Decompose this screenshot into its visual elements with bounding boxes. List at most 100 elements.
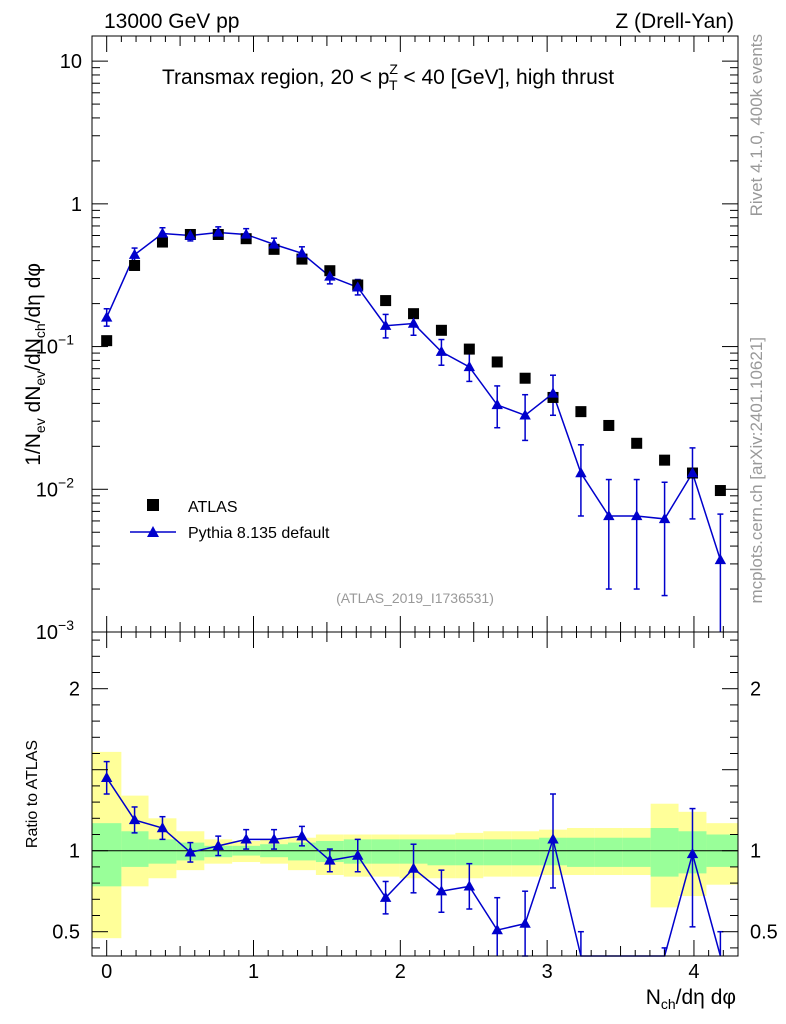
ratio-ytick-label-right: 1 [750, 841, 761, 863]
mc-point [714, 553, 727, 565]
ratio-mc-point [435, 885, 448, 896]
ratio-mc-point [240, 833, 252, 844]
mc-point [212, 226, 224, 237]
ratio-mc-point [128, 813, 141, 825]
ratio-bands [92, 751, 738, 939]
ratio-mc-point [100, 771, 113, 782]
header-collision: 13000 GeV pp [104, 10, 239, 33]
ratio-band-inner [427, 839, 456, 866]
ratio-band-inner [455, 839, 484, 866]
ratio-xtick-label: 0 [101, 961, 112, 983]
ratio-ytick-label-right: 0.5 [750, 922, 778, 944]
mc-point [352, 281, 364, 292]
ratio-band-inner [622, 837, 651, 867]
mc-point [407, 317, 420, 328]
ratio-mc-point [379, 891, 392, 902]
ratio-mc-point [296, 830, 308, 841]
ratio-ticks [91, 632, 739, 956]
ratio-band-inner [121, 831, 149, 867]
ratio-band-inner [148, 839, 177, 864]
atlas-point [435, 324, 447, 336]
ratio-band-inner [288, 842, 316, 861]
mc-point [491, 398, 503, 410]
ratio-band-inner [566, 837, 595, 867]
analysis-id: (ATLAS_2019_I1736531) [336, 590, 494, 606]
main-ticks [91, 36, 739, 633]
ratio-ytick-label-left: 1 [69, 841, 80, 863]
mc-point [100, 311, 113, 322]
ratio-mc-point [184, 846, 197, 857]
legend: ATLAS Pythia 8.135 default [130, 499, 330, 542]
atlas-point [296, 253, 308, 265]
atlas-point [408, 308, 420, 320]
main-ytick-label: 1 [71, 194, 82, 216]
ratio-ytick-label-right: 2 [750, 679, 761, 701]
mc-point [379, 319, 392, 330]
atlas-point [156, 236, 168, 248]
mc-point [630, 509, 643, 521]
ratio-mc-point [547, 833, 559, 844]
atlas-point [268, 243, 280, 255]
plot-title: Transmax region, 20 < pZ T < 40 [GeV], hi… [162, 61, 614, 93]
main-ytick-label: 10−1 [36, 332, 74, 359]
atlas-point [575, 406, 587, 418]
ratio-band-inner [511, 839, 540, 866]
legend-atlas-marker [147, 499, 159, 511]
mc-point [184, 229, 197, 240]
rivet-version-label: Rivet 4.1.0, 400k events [747, 34, 766, 216]
ratio-mc-point [463, 880, 476, 891]
main-ytick-label: 10−3 [36, 617, 74, 644]
ratio-plot: 0.5 0.5 1 1 2 2 0 1 2 3 4 [52, 631, 778, 983]
main-ytick-label: 10 [60, 51, 82, 73]
header-process: Z (Drell-Yan) [615, 10, 734, 33]
ratio-mc-point [519, 917, 531, 928]
ratio-frame [91, 631, 739, 957]
ratio-band-inner [594, 837, 623, 867]
ratio-mc-point [686, 847, 699, 859]
ratio-xtick-labels: 0 1 2 3 4 [101, 961, 699, 983]
atlas-point [463, 343, 475, 355]
ratio-band-inner [92, 823, 122, 887]
ratio-band-inner [650, 828, 679, 877]
ratio-mc-point [407, 862, 420, 873]
ratio-mc-point [268, 833, 280, 844]
ratio-band-inner [483, 839, 512, 866]
legend-mc-label: Pythia 8.135 default [188, 525, 330, 542]
ratio-xtick-label: 2 [395, 961, 406, 983]
atlas-point [380, 295, 392, 307]
main-ytick-labels: 10−3 10−2 10−1 1 10 [36, 51, 82, 644]
mc-point [519, 409, 531, 420]
atlas-point [519, 372, 531, 384]
main-ylabel: 1/Nev dNev/dNch/dη dφ [22, 263, 48, 466]
ratio-mc-point [491, 924, 503, 935]
atlas-point [631, 437, 643, 449]
ratio-ytick-label-left: 0.5 [52, 922, 80, 944]
mc-point [575, 467, 587, 478]
ratio-xtick-label: 1 [248, 961, 259, 983]
atlas-point [603, 419, 615, 431]
atlas-point [714, 485, 726, 497]
ratio-band-inner [371, 839, 400, 864]
ratio-mc-point [212, 839, 224, 851]
ratio-xtick-label: 4 [688, 961, 699, 983]
mc-point [603, 509, 615, 521]
main-frame [91, 35, 739, 633]
mc-point [658, 512, 671, 524]
mc-point [463, 360, 476, 372]
legend-atlas-label: ATLAS [188, 499, 238, 516]
main-plot: 10−3 10−2 10−1 1 10 [36, 35, 739, 644]
ratio-mc-point [352, 849, 364, 860]
x-axis-label: Nch/dη dφ [646, 986, 736, 1012]
mc-point [324, 270, 336, 281]
mc-point [435, 345, 448, 356]
ratio-mc-point [156, 822, 169, 833]
atlas-point [659, 454, 671, 466]
mc-point [156, 227, 169, 238]
atlas-point [491, 356, 503, 368]
mc-point [686, 467, 699, 478]
ratio-ylabel: Ratio to ATLAS [24, 740, 41, 848]
mc-point [128, 248, 141, 259]
main-ytick-label: 10−2 [36, 474, 74, 501]
ratio-xtick-label: 3 [542, 961, 553, 983]
